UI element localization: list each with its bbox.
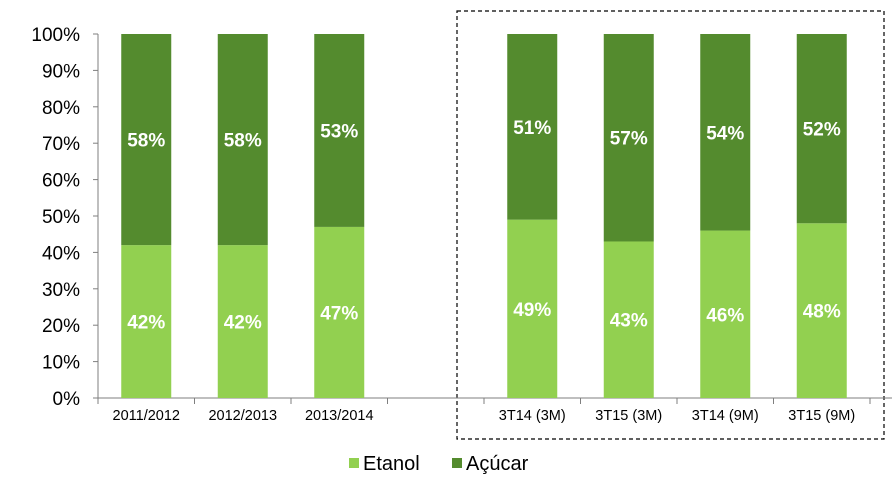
data-label: 58% <box>127 131 165 152</box>
data-label: 48% <box>803 302 841 323</box>
y-tick-label: 50% <box>42 207 80 228</box>
x-tick-label: 3T15 (3M) <box>595 408 662 424</box>
legend-label: Etanol <box>363 453 420 475</box>
y-tick-label: 60% <box>42 171 80 192</box>
y-tick-label: 0% <box>53 389 81 410</box>
bar-acucar <box>507 34 558 220</box>
x-tick-label: 3T15 (9M) <box>788 408 855 424</box>
y-tick-label: 40% <box>42 243 80 264</box>
bar-etanol <box>796 223 847 398</box>
bar-etanol <box>700 230 751 398</box>
data-label: 47% <box>320 303 358 324</box>
data-label: 49% <box>513 300 551 321</box>
y-tick-label: 20% <box>42 316 80 337</box>
bar-etanol <box>603 241 654 398</box>
bars: 42% 58% 42% 58% 47% 53% 49% 51% 43% 57% 46% 54% 48% 5… <box>121 34 847 398</box>
legend-label: Açúcar <box>466 453 529 475</box>
data-label: 46% <box>706 305 744 326</box>
bar-acucar <box>314 34 365 227</box>
x-tick-label: 3T14 (9M) <box>692 408 759 424</box>
data-label: 51% <box>513 118 551 139</box>
x-axis: 2011/2012 2012/2013 2013/2014 3T14 (3M) 3T15… <box>97 397 892 424</box>
x-tick-label: 2011/2012 <box>113 408 180 424</box>
x-tick-label: 3T14 (3M) <box>499 408 566 424</box>
data-label: 53% <box>320 121 358 142</box>
y-tick-label: 100% <box>31 25 80 46</box>
y-tick-label: 90% <box>42 61 80 82</box>
x-tick-label: 2013/2014 <box>305 408 374 424</box>
bar-acucar <box>121 34 172 246</box>
bar-etanol <box>121 245 172 398</box>
data-label: 54% <box>706 123 744 144</box>
y-tick-label: 80% <box>42 98 80 119</box>
bar-etanol <box>507 219 558 398</box>
y-tick-label: 10% <box>42 353 80 374</box>
legend-swatch <box>452 458 462 468</box>
bar-acucar <box>217 34 268 246</box>
data-label: 43% <box>610 311 648 332</box>
data-label: 42% <box>224 313 262 334</box>
bar-acucar <box>603 34 654 242</box>
legend: Etanol Açúcar <box>349 453 529 475</box>
highlight-box <box>456 10 885 440</box>
data-label: 52% <box>803 120 841 141</box>
bar-acucar <box>700 34 751 231</box>
data-label: 58% <box>224 131 262 152</box>
bar-acucar <box>796 34 847 224</box>
y-axis: 0% 10% 20% 30% 40% 50% 60% 70% 80% 90% 100% <box>31 25 99 410</box>
y-tick-label: 70% <box>42 134 80 155</box>
bar-etanol <box>217 245 268 398</box>
data-label: 42% <box>127 313 165 334</box>
legend-swatch <box>349 458 359 468</box>
x-tick-label: 2012/2013 <box>208 408 277 424</box>
bar-etanol <box>314 226 365 398</box>
data-label: 57% <box>610 129 648 150</box>
y-tick-label: 30% <box>42 280 80 301</box>
